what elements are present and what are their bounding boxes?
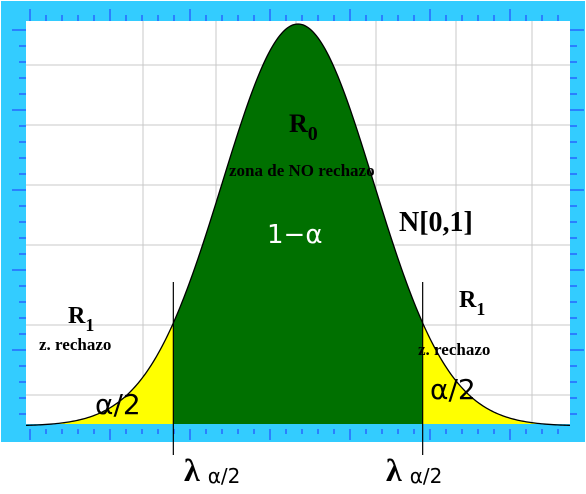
left-rejection-region	[26, 322, 174, 426]
alpha-half-left-label: α/2	[95, 388, 141, 421]
acceptance-zone-label: zona de NO rechazo	[229, 161, 375, 180]
rejection-right-label: z. rechazo	[418, 340, 490, 359]
acceptance-region	[173, 24, 423, 426]
lambda-left-label: λ α/2	[184, 452, 240, 488]
rejection-left-label: z. rechazo	[39, 335, 111, 354]
density-curve	[25, 23, 571, 427]
r1-right-label: R1	[459, 287, 485, 319]
confidence-label: 1−α	[267, 220, 322, 250]
r1-left-label: R1	[68, 303, 94, 335]
frame-ticks	[12, 9, 584, 440]
lambda-right-label: λ α/2	[386, 452, 442, 488]
alpha-half-right-label: α/2	[430, 373, 476, 406]
right-rejection-region	[422, 322, 570, 426]
r0-label: R0	[289, 109, 318, 145]
baseline-band	[26, 424, 570, 429]
distribution-label: N[0,1]	[399, 207, 473, 238]
